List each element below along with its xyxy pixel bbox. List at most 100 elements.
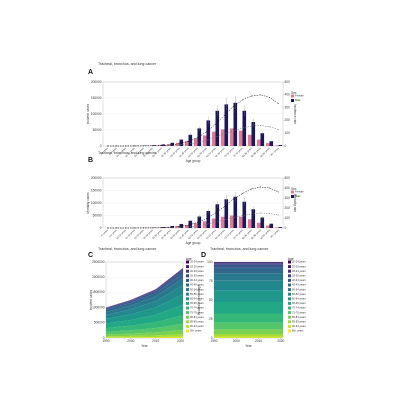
x-tick-label: 1990 <box>102 339 109 343</box>
legend-swatch <box>186 301 189 305</box>
legend-label: 35-39 years <box>190 273 204 277</box>
legend-label: 50-54 years <box>190 287 204 291</box>
legend-label: 55-59 years <box>292 292 306 296</box>
legend-swatch <box>288 288 291 292</box>
legend-swatch <box>288 306 291 310</box>
rate-point <box>224 206 225 207</box>
bar <box>229 215 234 228</box>
legend-swatch <box>186 292 189 296</box>
bar <box>238 216 243 228</box>
rate-point <box>269 96 270 98</box>
rate-point <box>152 145 153 147</box>
area <box>214 264 283 268</box>
rate-point <box>233 105 234 107</box>
bar <box>215 110 220 146</box>
bar <box>278 227 283 228</box>
bar <box>184 225 189 228</box>
rate-point <box>215 221 216 223</box>
rate-point <box>242 99 243 101</box>
legend-label: 65-69 years <box>292 301 306 305</box>
area <box>106 329 183 337</box>
rate-point <box>206 223 207 225</box>
rate-line <box>107 186 279 229</box>
legend-swatch <box>288 301 291 305</box>
x-tick-label: 10-14 years <box>116 146 128 158</box>
rate-point <box>179 226 180 228</box>
rate-point <box>143 145 144 147</box>
rate-point <box>107 145 108 147</box>
legend-label: 25-29 years <box>292 264 306 268</box>
area <box>214 273 283 281</box>
legend-swatch <box>186 306 189 310</box>
legend-swatch <box>288 292 291 296</box>
bar <box>193 138 198 146</box>
rate-point <box>224 219 225 221</box>
legend-swatch <box>288 274 291 278</box>
area <box>214 262 283 264</box>
legend-label: 70-74 years <box>292 306 306 310</box>
x-tick-label: 70-74 years <box>224 228 236 240</box>
rate-point <box>143 227 144 229</box>
rate-point <box>215 123 216 125</box>
y-tick-label: 1000000 <box>92 305 105 309</box>
x-tick-label: 15-19 years <box>125 146 137 158</box>
legend-label: 90-94 years <box>292 324 306 328</box>
panel-label: D <box>201 252 206 259</box>
rate-point <box>134 227 135 229</box>
legend-swatch <box>186 283 189 287</box>
y-tick-label: 150000 <box>91 188 102 192</box>
x-tick-label: 2010 <box>255 339 262 343</box>
x-tick-label: 2000 <box>233 339 240 343</box>
rate-point <box>260 212 261 214</box>
rate-point <box>116 227 117 229</box>
y2-axis-label: Incidence rate <box>293 104 297 124</box>
x-tick-label: 10-14 years <box>116 228 128 240</box>
legend-label: 20-24 years <box>190 260 204 264</box>
bar <box>260 217 265 228</box>
area <box>106 336 183 338</box>
legend-label: 30-34 years <box>190 269 204 273</box>
area <box>214 329 283 334</box>
area <box>214 333 283 337</box>
legend-label: 90-94 years <box>190 324 204 328</box>
bar <box>220 129 225 146</box>
x-tick-label: 60-64 years <box>206 146 218 158</box>
y2-tick-label: 300 <box>285 196 291 200</box>
bar <box>157 227 162 228</box>
rate-point <box>278 214 279 216</box>
rate-point <box>107 227 108 229</box>
bar <box>188 134 193 146</box>
x-tick-label: 30-34 years <box>152 146 164 158</box>
legend-label: 80-84 years <box>292 315 306 319</box>
bar <box>260 133 265 146</box>
y-tick-label: 0 <box>100 226 102 230</box>
x-tick-label: 45-49 years <box>179 146 191 158</box>
x-tick-label: 80-84 years <box>242 228 254 240</box>
rate-point <box>269 187 270 189</box>
x-tick-label: 55-59 years <box>197 146 209 158</box>
bar <box>175 226 180 228</box>
x-axis-label: Year <box>141 344 148 348</box>
y2-tick-label: 0 <box>285 226 287 230</box>
x-tick-label: 75-79 years <box>233 228 245 240</box>
rate-point <box>179 226 180 227</box>
bar <box>179 139 184 146</box>
bar <box>247 219 252 228</box>
legend-label: 35-39 years <box>292 273 306 277</box>
rate-point <box>188 143 189 145</box>
bar <box>265 143 270 146</box>
bar <box>193 223 198 228</box>
legend-label: 70-74 years <box>190 306 204 310</box>
legend-label: 30-34 years <box>292 269 306 273</box>
legend-label: 25-29 years <box>190 264 204 268</box>
rate-point <box>233 198 234 200</box>
legend-swatch <box>291 195 294 198</box>
legend-label: Male <box>295 98 301 102</box>
rate-point <box>233 130 234 132</box>
bar <box>157 144 162 146</box>
x-tick-label: 65-69 years <box>215 228 227 240</box>
x-axis-label: Age group <box>186 241 201 245</box>
panel-label: B <box>88 157 93 164</box>
x-tick-label: 2010 <box>152 339 159 343</box>
y-axis-label: Incident cases <box>86 103 90 124</box>
